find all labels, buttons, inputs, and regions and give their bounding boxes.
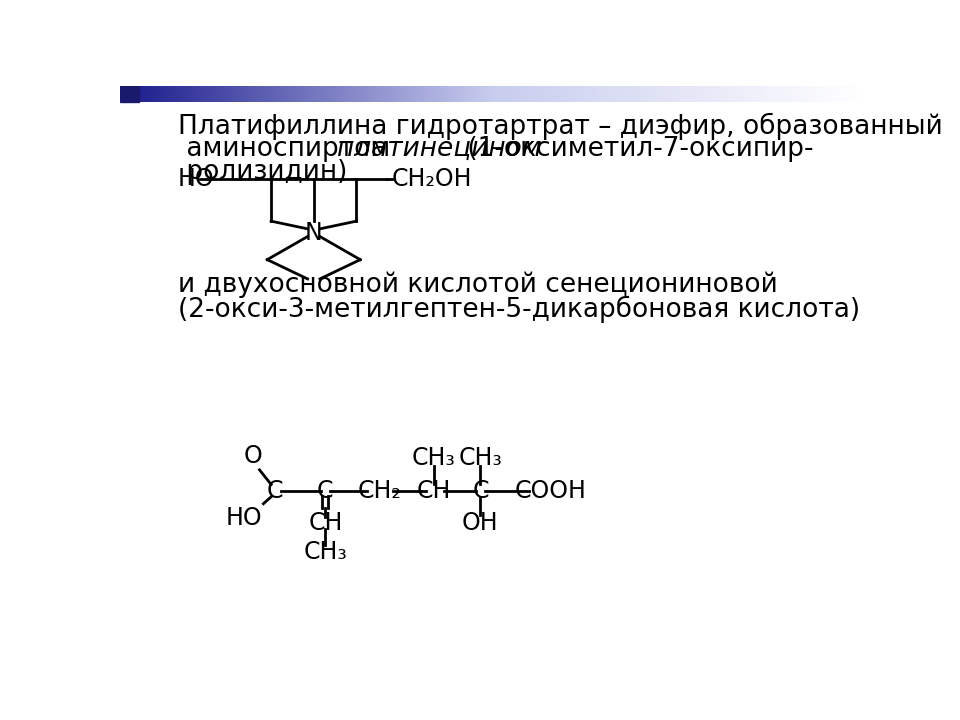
Text: C: C bbox=[317, 479, 334, 503]
Text: CH₃: CH₃ bbox=[412, 446, 456, 470]
Text: OH: OH bbox=[462, 511, 498, 535]
Text: Платифиллина гидротартрат – диэфир, образованный: Платифиллина гидротартрат – диэфир, обра… bbox=[179, 112, 943, 140]
Text: CH₂OH: CH₂OH bbox=[392, 167, 472, 191]
Text: O: O bbox=[244, 444, 263, 468]
Bar bbox=[120, 86, 139, 102]
Text: CH₃: CH₃ bbox=[459, 446, 502, 470]
Text: CH₂: CH₂ bbox=[358, 479, 401, 503]
Text: (1-оксиметил-7-оксипир-: (1-оксиметил-7-оксипир- bbox=[460, 135, 814, 162]
Text: HO: HO bbox=[179, 167, 215, 191]
Text: платинецином: платинецином bbox=[337, 135, 541, 162]
Text: (2-окси-3-метилгептен-5-дикарбоновая кислота): (2-окси-3-метилгептен-5-дикарбоновая кис… bbox=[179, 296, 860, 323]
Text: COOH: COOH bbox=[515, 479, 586, 503]
Text: C: C bbox=[472, 479, 489, 503]
Text: и двухосновной кислотой сенециониновой: и двухосновной кислотой сенециониновой bbox=[179, 271, 778, 297]
Text: HO: HO bbox=[226, 505, 262, 530]
Text: N: N bbox=[305, 221, 323, 245]
Text: CH: CH bbox=[417, 479, 451, 503]
Text: CH₃: CH₃ bbox=[303, 540, 348, 564]
Text: CH: CH bbox=[308, 511, 343, 535]
Text: ролизидин): ролизидин) bbox=[179, 159, 348, 185]
Text: аминоспиртом: аминоспиртом bbox=[179, 135, 398, 162]
Text: C: C bbox=[267, 479, 283, 503]
